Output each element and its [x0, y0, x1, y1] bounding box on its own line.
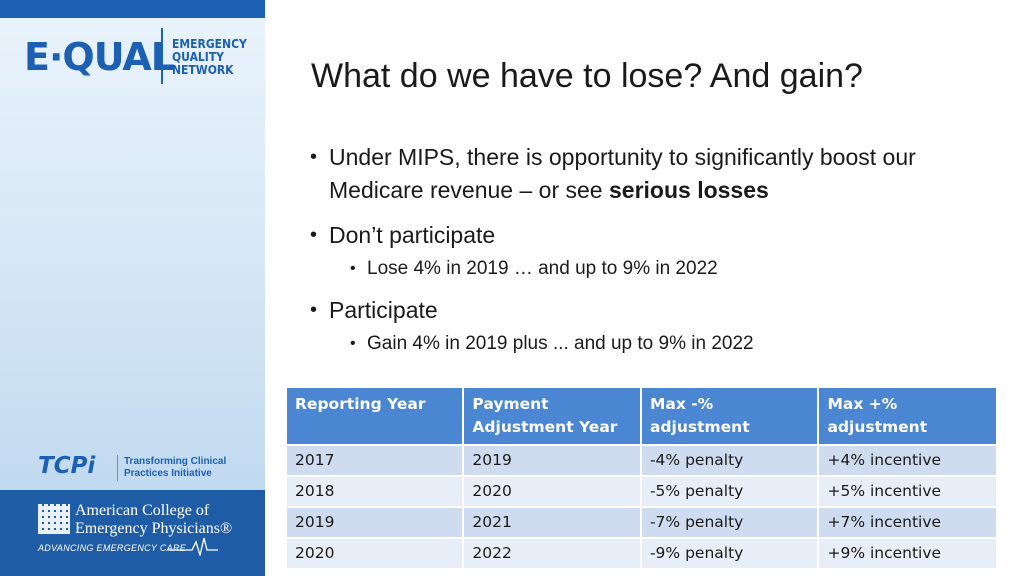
tcpi-text: Transforming Clinical Practices Initiati… — [124, 456, 226, 480]
cell-payment-year: 2021 — [462, 506, 642, 539]
slide-title: What do we have to lose? And gain? — [311, 57, 863, 95]
table-row: 2020 2022 -9% penalty +9% incentive — [284, 537, 998, 570]
sidebar-top-bar — [0, 0, 265, 18]
bullet-list: Under MIPS, there is opportunity to sign… — [310, 141, 1000, 357]
acep-name-line-2: Emergency Physicians® — [75, 520, 233, 537]
tcpi-line-1: Transforming Clinical — [124, 456, 227, 467]
header-max-positive: Max +% adjustment — [817, 386, 998, 446]
bullet-participate: Participate — [310, 294, 1000, 327]
subbullet-gain: Gain 4% in 2019 plus ... and up to 9% in… — [310, 331, 1000, 357]
tcpi-line-2: Practices Initiative — [124, 468, 212, 479]
cell-payment-year: 2019 — [462, 444, 642, 477]
adjustment-table: Reporting Year Payment Adjustment Year M… — [284, 386, 998, 570]
equal-network-text: EMERGENCY QUALITY NETWORK — [172, 38, 247, 77]
tcpi-logo: TCPi Transforming Clinical Practices Ini… — [38, 453, 248, 483]
header-reporting-year: Reporting Year — [284, 386, 465, 446]
cell-max-negative: -5% penalty — [639, 475, 820, 508]
cell-max-positive: +4% incentive — [817, 444, 998, 477]
equal-logo: E·QUAL EMERGENCY QUALITY NETWORK — [24, 28, 254, 86]
bullet-dont-participate: Don’t participate — [310, 219, 1000, 252]
cell-reporting-year: 2018 — [284, 475, 465, 508]
bullet-mips-bold: serious losses — [609, 177, 769, 203]
header-payment-year: Payment Adjustment Year — [462, 386, 642, 446]
cell-max-negative: -4% penalty — [639, 444, 820, 477]
sidebar-panel — [0, 0, 265, 576]
network-line-1: EMERGENCY — [172, 37, 247, 51]
cell-max-positive: +7% incentive — [817, 506, 998, 539]
heartbeat-icon — [168, 537, 218, 556]
tcpi-mark: TCPi — [38, 453, 96, 479]
network-line-3: NETWORK — [172, 63, 234, 77]
subbullet-lose: Lose 4% in 2019 … and up to 9% in 2022 — [310, 256, 1000, 282]
cell-payment-year: 2020 — [462, 475, 642, 508]
acep-tagline: ADVANCING EMERGENCY CARE — [38, 543, 187, 553]
cell-reporting-year: 2020 — [284, 537, 465, 570]
cell-payment-year: 2022 — [462, 537, 642, 570]
equal-wordmark: E·QUAL — [24, 35, 175, 79]
table-row: 2018 2020 -5% penalty +5% incentive — [284, 475, 998, 508]
bullet-mips: Under MIPS, there is opportunity to sign… — [310, 141, 1000, 207]
cell-reporting-year: 2017 — [284, 444, 465, 477]
cell-max-negative: -7% penalty — [639, 506, 820, 539]
table-header-row: Reporting Year Payment Adjustment Year M… — [284, 386, 998, 446]
cell-max-positive: +9% incentive — [817, 537, 998, 570]
acep-name-line-1: American College of — [75, 502, 210, 519]
cell-max-negative: -9% penalty — [639, 537, 820, 570]
logo-divider — [161, 28, 163, 84]
cell-reporting-year: 2019 — [284, 506, 465, 539]
acep-name: American College of Emergency Physicians… — [75, 502, 232, 538]
table-row: 2017 2019 -4% penalty +4% incentive — [284, 444, 998, 477]
acep-grid-icon — [38, 504, 70, 534]
bullet-mips-text: Under MIPS, there is opportunity to sign… — [329, 144, 916, 203]
cell-max-positive: +5% incentive — [817, 475, 998, 508]
tcpi-separator — [117, 455, 118, 481]
network-line-2: QUALITY — [172, 50, 225, 64]
table-row: 2019 2021 -7% penalty +7% incentive — [284, 506, 998, 539]
header-max-negative: Max -% adjustment — [639, 386, 820, 446]
